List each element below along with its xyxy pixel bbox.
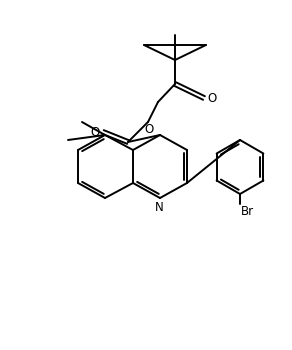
- Text: O: O: [207, 91, 216, 105]
- Text: N: N: [155, 201, 164, 214]
- Text: O: O: [144, 123, 154, 136]
- Text: O: O: [91, 126, 100, 139]
- Text: Br: Br: [241, 205, 254, 218]
